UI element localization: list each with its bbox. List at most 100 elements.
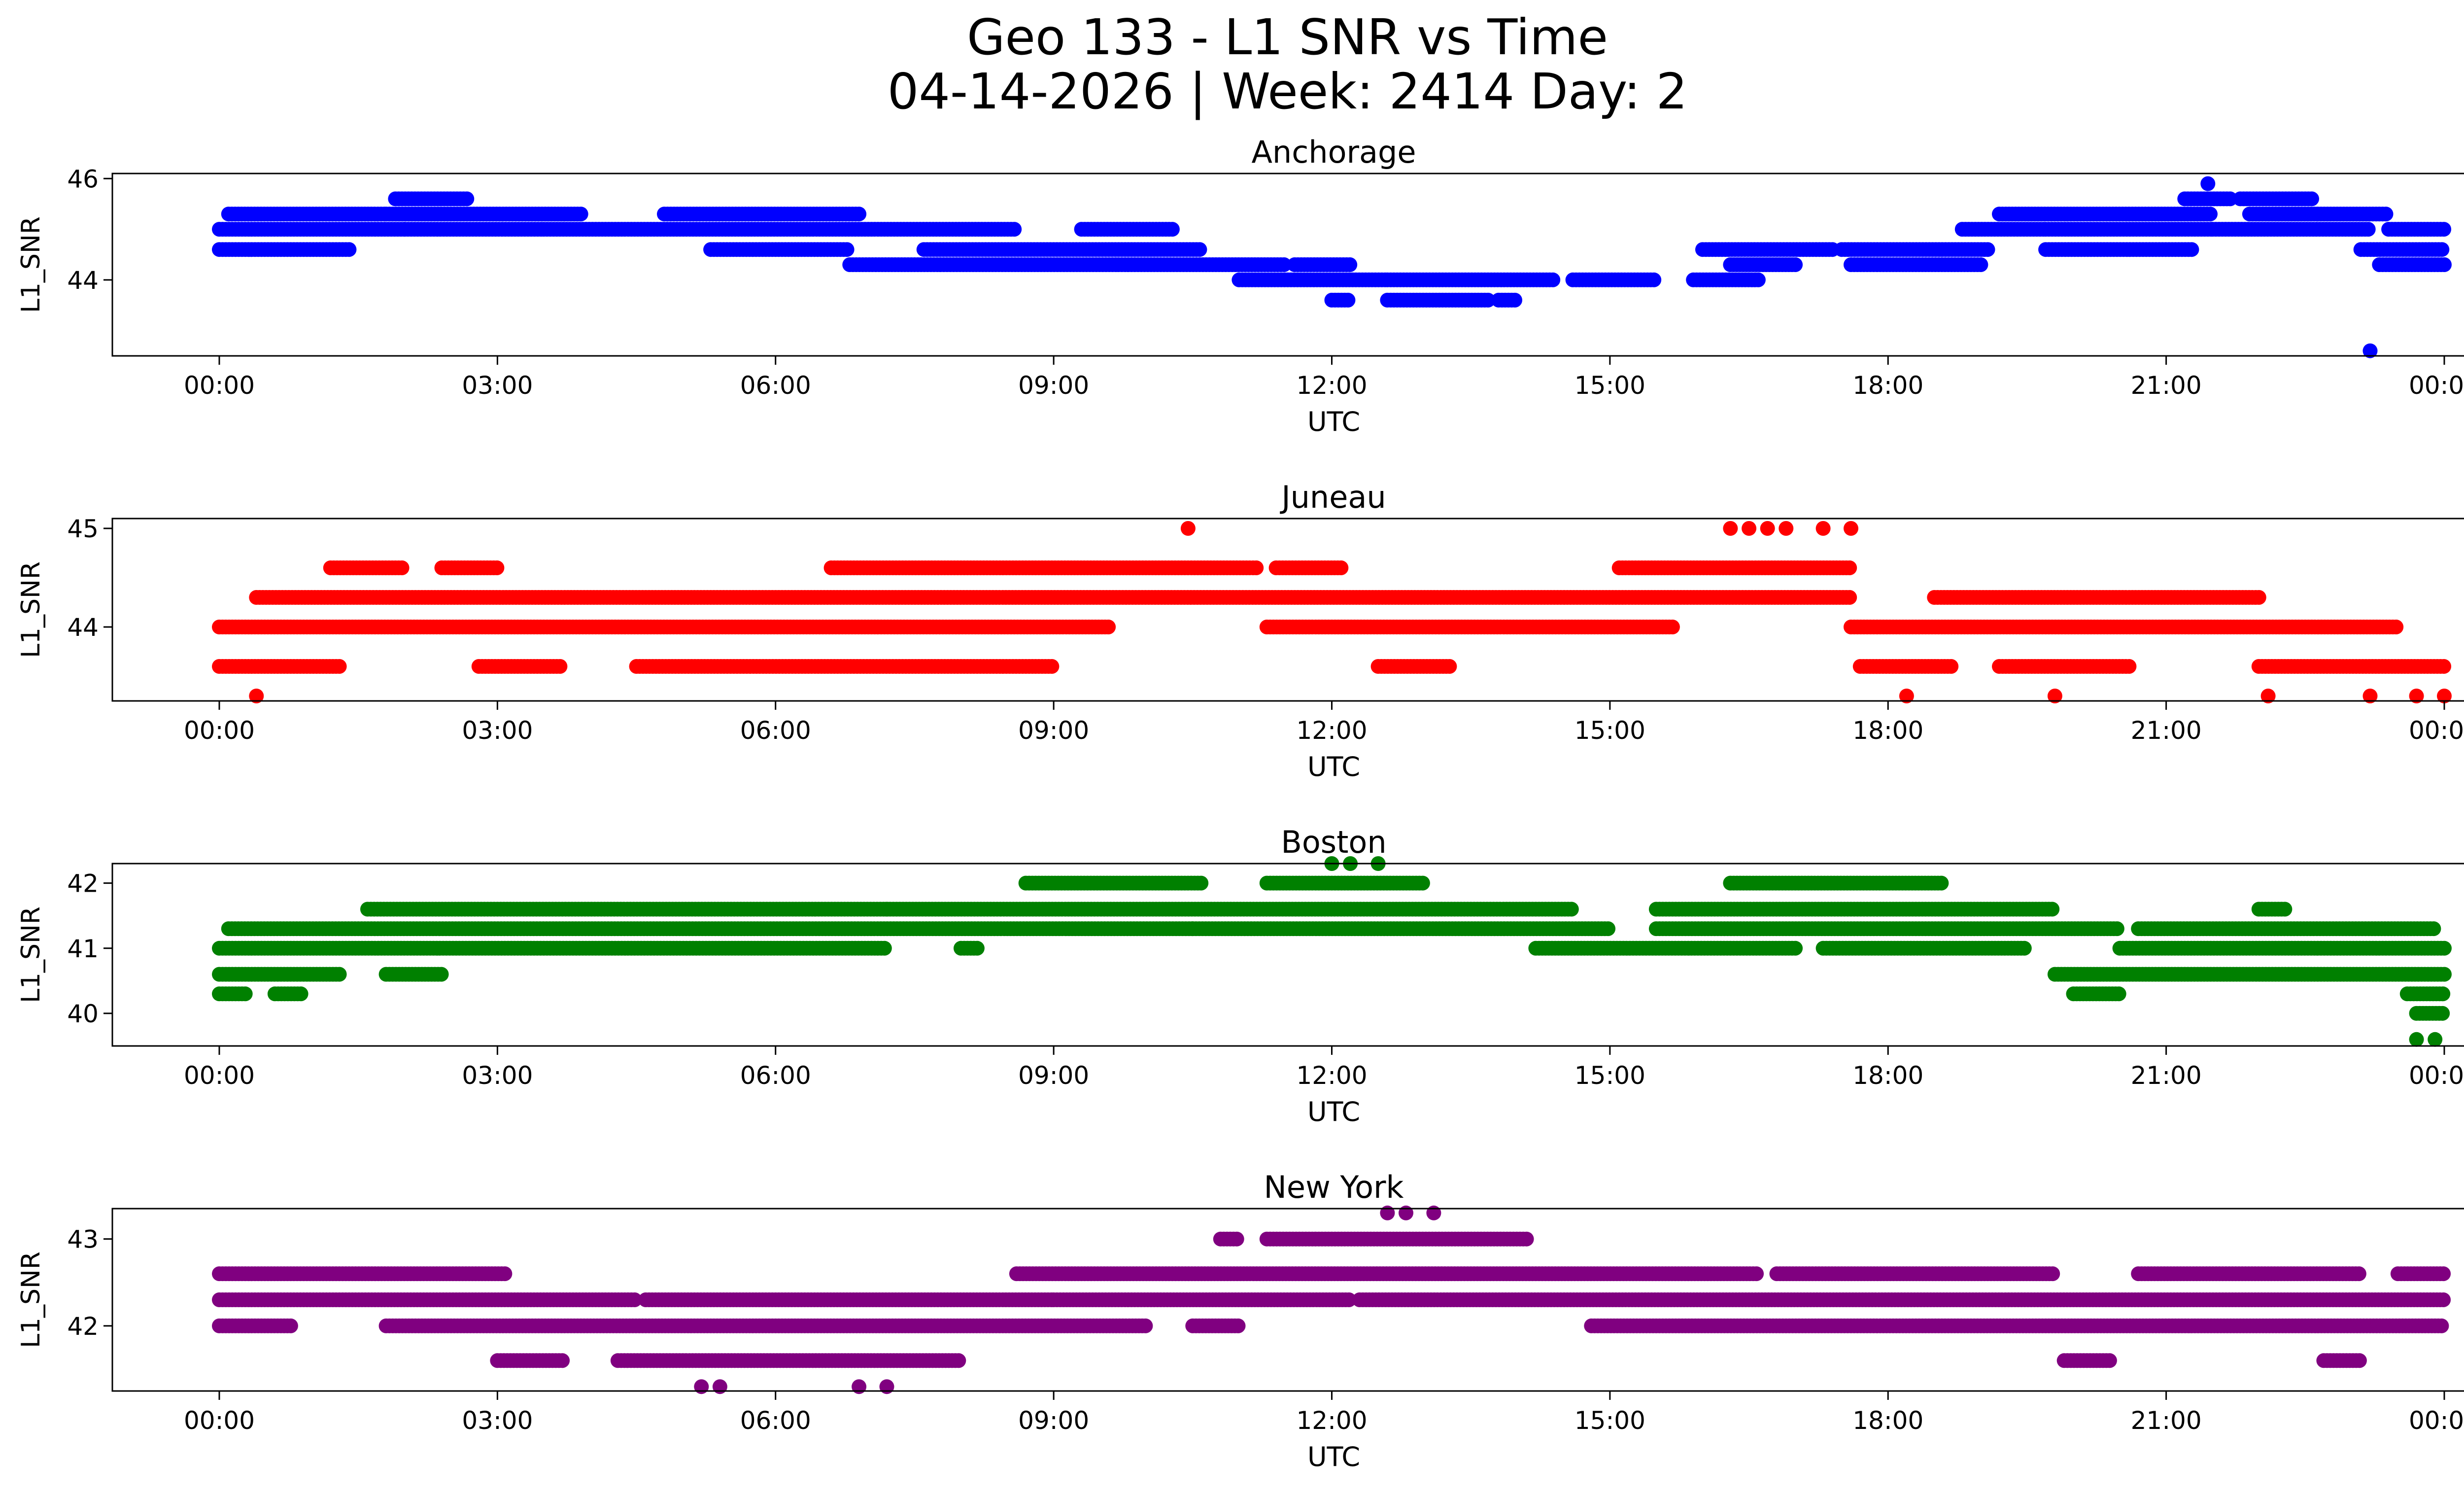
x-axis-label: UTC <box>1307 406 1360 437</box>
data-point <box>2436 659 2452 674</box>
data-point <box>2437 257 2452 272</box>
data-point <box>2362 343 2378 358</box>
data-point <box>394 560 410 575</box>
data-point <box>1646 272 1662 287</box>
data-point <box>1665 620 1680 634</box>
data-point <box>1249 560 1264 575</box>
x-tick-label: 09:00 <box>1018 371 1089 400</box>
subplot-title: Juneau <box>1279 479 1386 515</box>
data-point <box>552 659 568 674</box>
data-point <box>249 689 264 703</box>
x-tick-label: 21:00 <box>2131 716 2202 745</box>
y-tick-label: 46 <box>67 165 99 193</box>
x-tick-label: 03:00 <box>462 371 533 400</box>
data-point <box>877 940 892 956</box>
data-point <box>2017 940 2032 956</box>
data-point <box>573 207 588 222</box>
data-point <box>1192 242 1207 257</box>
data-point <box>459 191 475 207</box>
data-point <box>1442 659 1457 674</box>
y-tick-label: 45 <box>67 515 99 543</box>
data-point <box>2361 222 2376 237</box>
data-point <box>1944 659 1959 674</box>
data-point <box>1788 257 1803 272</box>
data-point <box>1815 521 1831 536</box>
data-points <box>212 521 2452 703</box>
data-point <box>2378 207 2394 222</box>
figure-title-line-2: 04-14-2026 | Week: 2414 Day: 2 <box>887 63 1688 120</box>
data-point <box>2389 620 2404 634</box>
data-point <box>1507 292 1522 308</box>
data-point <box>342 242 357 257</box>
data-point <box>1779 521 1794 536</box>
data-point <box>1760 521 1775 536</box>
plot-frame <box>111 518 2464 702</box>
plot-frame <box>111 173 2464 357</box>
y-axis-label: L1_SNR <box>16 561 46 658</box>
x-tick-label: 00:00 <box>184 716 255 745</box>
x-tick-label: 21:00 <box>2131 371 2202 400</box>
x-tick-label: 15:00 <box>1574 371 1645 400</box>
data-point <box>1334 560 1349 575</box>
x-tick-label: 06:00 <box>740 371 811 400</box>
data-point <box>1276 257 1292 272</box>
x-tick-label: 03:00 <box>462 716 533 745</box>
data-point <box>489 560 505 575</box>
x-tick-label: 15:00 <box>1574 716 1645 745</box>
data-point <box>1564 902 1579 917</box>
data-points <box>212 856 2452 1047</box>
y-axis-label: L1_SNR <box>16 216 46 313</box>
data-point <box>2122 659 2137 674</box>
x-tick-label: 00:00 <box>2409 716 2464 745</box>
x-tick-label: 00:00 <box>2409 371 2464 400</box>
data-point <box>2203 207 2218 222</box>
data-point <box>1723 521 1738 536</box>
data-point <box>1480 292 1496 308</box>
data-point <box>2184 242 2199 257</box>
data-point <box>1601 921 1616 937</box>
data-point <box>2277 902 2293 917</box>
data-point <box>1842 590 1857 605</box>
data-point <box>1842 560 1857 575</box>
data-point <box>2109 921 2124 937</box>
data-point <box>2362 689 2378 703</box>
data-point <box>2436 222 2452 237</box>
data-point <box>1750 272 1766 287</box>
data-point <box>839 242 855 257</box>
data-point <box>1340 292 1356 308</box>
data-point <box>2200 176 2216 191</box>
x-tick-label: 18:00 <box>1852 716 1923 745</box>
x-axis-label: UTC <box>1307 751 1360 782</box>
data-point <box>1973 257 1988 272</box>
data-point <box>2437 940 2452 956</box>
subplot-title: Anchorage <box>1251 134 1416 170</box>
data-point <box>2047 689 2062 703</box>
data-points <box>212 176 2452 358</box>
data-point <box>1044 659 1060 674</box>
x-tick-label: 12:00 <box>1296 716 1367 745</box>
x-tick-label: 06:00 <box>740 716 811 745</box>
x-tick-label: 09:00 <box>1018 716 1089 745</box>
data-point <box>1180 521 1196 536</box>
data-point <box>2426 921 2441 937</box>
data-point <box>1164 222 1180 237</box>
subplot-juneau: Juneau 00:00 03:00 06:00 09:00 12:00 15:00 18:0… <box>16 479 2464 782</box>
data-point <box>332 659 347 674</box>
x-tick-label: 12:00 <box>1296 371 1367 400</box>
y-tick-label: 44 <box>67 613 99 642</box>
data-point <box>1844 521 1858 536</box>
data-point <box>1899 689 1914 703</box>
data-point <box>1342 257 1358 272</box>
data-point <box>969 940 985 956</box>
subplot-title: Boston <box>1281 824 1386 860</box>
x-tick-label: 00:00 <box>184 371 255 400</box>
figure-title-line-1: Geo 133 - L1 SNR vs Time <box>967 8 1608 66</box>
data-point <box>1742 521 1757 536</box>
data-point <box>2251 590 2266 605</box>
data-point <box>2437 689 2452 703</box>
data-point <box>1980 242 1995 257</box>
data-point <box>1545 272 1561 287</box>
